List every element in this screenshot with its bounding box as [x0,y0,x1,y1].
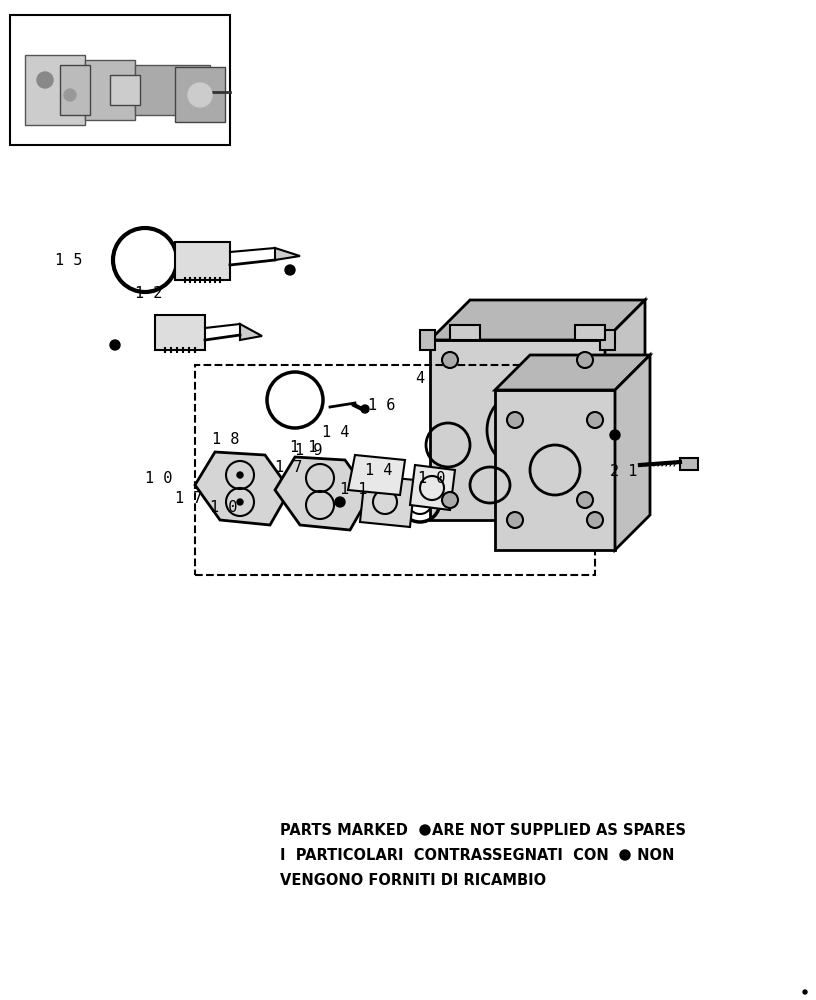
Text: 2 1: 2 1 [610,464,637,479]
Polygon shape [495,355,650,390]
Text: PARTS MARKED: PARTS MARKED [280,823,408,838]
Circle shape [442,492,458,508]
Text: 1 0: 1 0 [145,471,172,486]
Polygon shape [495,390,615,550]
Text: 1 6: 1 6 [368,398,396,413]
Circle shape [361,405,369,413]
Polygon shape [430,300,645,340]
Text: NON: NON [632,848,674,863]
Bar [60,65,90,115]
Text: ARE NOT SUPPLIED AS SPARES: ARE NOT SUPPLIED AS SPARES [432,823,686,838]
Polygon shape [348,455,405,495]
Bar [450,325,480,340]
Text: 1 1: 1 1 [290,440,317,455]
Polygon shape [360,475,415,527]
Text: 1 8: 1 8 [212,432,239,447]
Bar [135,65,210,115]
Circle shape [587,512,603,528]
Bar [175,242,230,280]
Circle shape [110,340,120,350]
Circle shape [442,352,458,368]
Circle shape [335,497,345,507]
Bar [175,67,225,122]
Polygon shape [195,452,290,525]
Circle shape [577,492,593,508]
Text: 1 2: 1 2 [135,286,162,301]
Bar [680,458,698,470]
Bar [10,15,230,145]
Text: VENGONO FORNITI DI RICAMBIO: VENGONO FORNITI DI RICAMBIO [280,873,546,888]
Polygon shape [410,465,455,510]
Polygon shape [430,340,605,520]
Circle shape [285,265,295,275]
Polygon shape [615,355,650,550]
Polygon shape [605,300,645,520]
Text: 1 9: 1 9 [295,443,322,458]
Text: 1 0: 1 0 [210,500,237,515]
Circle shape [620,850,630,860]
Circle shape [188,83,212,107]
Circle shape [237,472,243,478]
Bar [155,315,205,350]
Polygon shape [275,248,300,260]
Bar [420,330,435,350]
Circle shape [64,89,76,101]
Text: 1 0: 1 0 [418,471,446,486]
Circle shape [610,430,620,440]
Text: 1 7: 1 7 [275,460,303,475]
Text: 1 4: 1 4 [365,463,392,478]
Bar [575,325,605,340]
Bar [110,75,140,105]
Bar [195,365,595,575]
Text: 1 5: 1 5 [55,253,82,268]
Polygon shape [240,324,262,340]
Circle shape [577,352,593,368]
Bar [600,330,615,350]
Bar [200,95,220,110]
Text: 1 7: 1 7 [175,491,202,506]
Circle shape [587,412,603,428]
Text: 1 1: 1 1 [340,482,367,497]
Bar [85,60,135,120]
Polygon shape [275,457,370,530]
Circle shape [507,412,523,428]
Circle shape [803,990,807,994]
Circle shape [507,512,523,528]
Circle shape [237,499,243,505]
Bar [25,55,85,125]
Text: I  PARTICOLARI  CONTRASSEGNATI  CON: I PARTICOLARI CONTRASSEGNATI CON [280,848,619,863]
Text: 1 4: 1 4 [322,425,349,440]
Text: 4: 4 [415,371,424,386]
Circle shape [37,72,53,88]
Circle shape [420,825,430,835]
